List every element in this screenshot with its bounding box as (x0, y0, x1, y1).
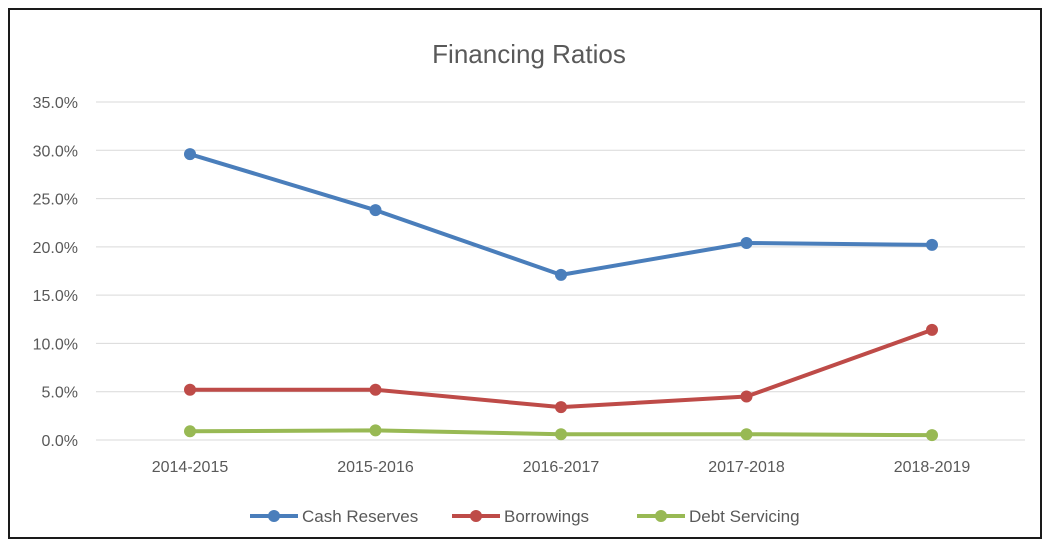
legend-label: Debt Servicing (689, 507, 800, 526)
legend-swatch-marker (655, 510, 667, 522)
legend: Cash Reserves Borrowings Debt Servicing (250, 507, 800, 526)
legend-swatch-marker (268, 510, 280, 522)
legend-item-borrowings: Borrowings (452, 507, 589, 526)
data-point-debt-servicing (184, 425, 196, 438)
series-line-cash-reserves (188, 152, 934, 277)
data-point-borrowings (184, 383, 196, 396)
y-tick-label: 5.0% (42, 385, 78, 402)
x-tick-label: 2018-2019 (894, 459, 971, 476)
data-point-debt-servicing (555, 428, 567, 441)
y-axis-ticks: 0.0% 5.0% 10.0% 15.0% 20.0% 25.0% 30.0% 35.0% (33, 95, 78, 450)
legend-label: Cash Reserves (302, 507, 418, 526)
data-point-borrowings (369, 383, 382, 396)
legend-label: Borrowings (504, 507, 589, 526)
data-point-debt-servicing (926, 429, 938, 442)
series-group (184, 148, 938, 442)
y-tick-label: 15.0% (33, 288, 78, 305)
chart-frame (8, 8, 1042, 539)
y-tick-label: 35.0% (33, 95, 78, 112)
series-line-borrowings (188, 327, 934, 410)
data-point-cash-reserves (740, 236, 753, 249)
y-tick-label: 20.0% (33, 240, 78, 257)
x-tick-label: 2015-2016 (337, 459, 414, 476)
data-point-cash-reserves (926, 238, 938, 251)
legend-item-cash-reserves: Cash Reserves (250, 507, 418, 526)
data-point-borrowings (926, 323, 938, 336)
y-tick-label: 10.0% (33, 336, 78, 353)
data-point-borrowings (555, 401, 567, 414)
x-tick-label: 2017-2018 (708, 459, 785, 476)
legend-item-debt-servicing: Debt Servicing (637, 507, 800, 526)
y-tick-label: 0.0% (42, 433, 78, 450)
data-point-cash-reserves (369, 204, 382, 217)
y-tick-label: 25.0% (33, 192, 78, 209)
x-tick-label: 2016-2017 (523, 459, 600, 476)
y-tick-label: 30.0% (33, 143, 78, 160)
x-tick-label: 2014-2015 (152, 459, 229, 476)
legend-swatch-marker (470, 510, 482, 522)
data-point-debt-servicing (740, 428, 753, 441)
data-point-cash-reserves (555, 268, 567, 281)
chart-title: Financing Ratios (432, 39, 626, 69)
data-point-cash-reserves (184, 148, 196, 161)
x-axis-ticks: 2014-2015 2015-2016 2016-2017 2017-2018 2018… (152, 459, 971, 476)
data-point-borrowings (740, 390, 753, 403)
data-point-debt-servicing (369, 424, 382, 437)
